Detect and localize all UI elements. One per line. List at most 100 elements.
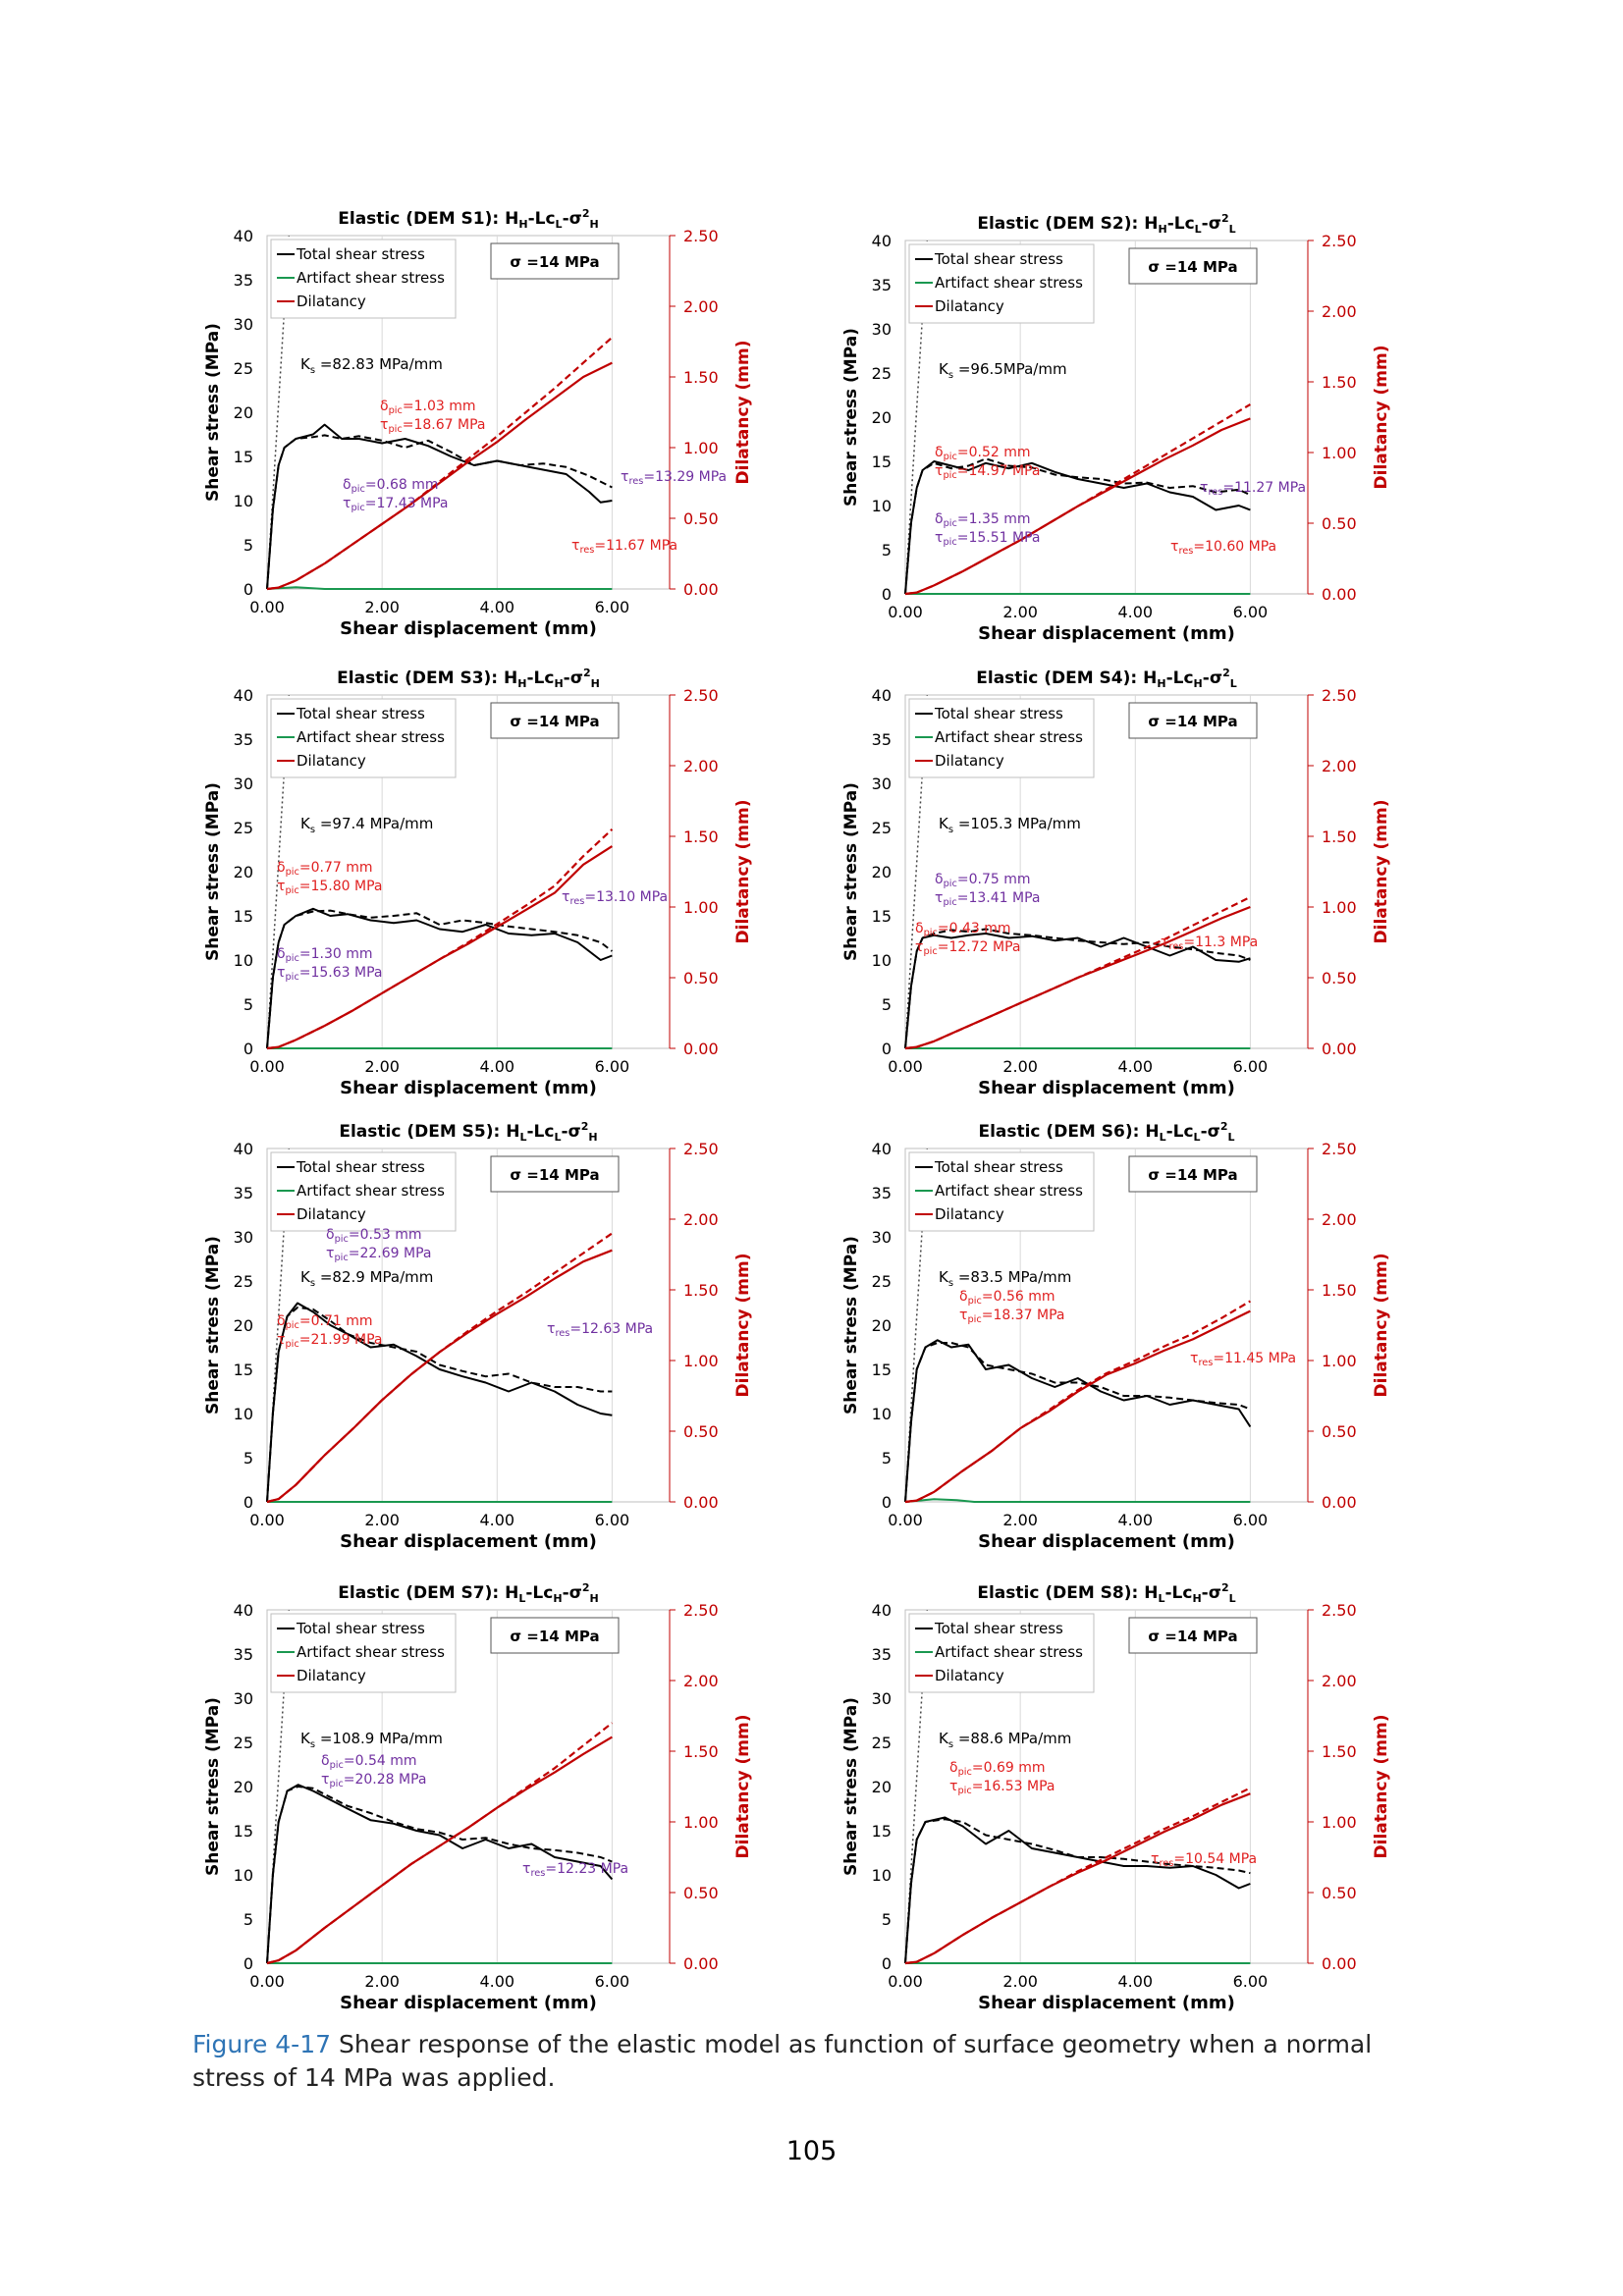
- y2-axis-label: Dilatancy (mm): [733, 1715, 753, 1859]
- svg-text:δpic=1.30 mm: δpic=1.30 mm: [277, 946, 373, 964]
- x-tick-label: 2.00: [364, 598, 400, 616]
- series-line-total-shear-stress: [266, 423, 613, 590]
- chart-S2: Elastic (DEM S2): HH-LcL-σ2L 0 5 10 15 20 25 30…: [825, 201, 1414, 653]
- y2-tick-label: 1.50: [683, 1742, 719, 1761]
- y2-tick-label: 0.50: [1322, 969, 1357, 988]
- legend-box: [270, 698, 457, 778]
- y2-tick-label: 1.50: [683, 368, 719, 387]
- normal-stress-label: σ =14 MPa: [510, 1166, 599, 1184]
- y2-tick-label: 2.00: [683, 1210, 719, 1229]
- ks-label: Ks =105.3 MPa/mm: [939, 815, 1081, 835]
- legend: Total shear stress Artifact shear stress D…: [270, 1613, 457, 1693]
- peak-annotation: τres=13.29 MPa: [621, 469, 727, 487]
- svg-text:δpic=0.68 mm: δpic=0.68 mm: [343, 477, 439, 495]
- svg-text:τpic=15.80 MPa: τpic=15.80 MPa: [277, 879, 383, 896]
- legend: Total shear stress Artifact shear stress D…: [270, 1151, 457, 1232]
- normal-stress-label: σ =14 MPa: [1148, 1628, 1237, 1645]
- x-axis-label: Shear displacement (mm): [978, 623, 1235, 644]
- y2-axis-label: Dilatancy (mm): [1372, 1715, 1391, 1859]
- y2-tick-label: 0.50: [683, 1884, 719, 1902]
- y2-tick-label: 2.50: [1322, 1601, 1357, 1620]
- x-tick-label: 6.00: [595, 1511, 630, 1529]
- chart-svg-S5: Elastic (DEM S5): HL-LcL-σ2H 0 5 10 15 20 25 30…: [203, 1120, 753, 1552]
- y2-tick-label: 1.00: [1322, 444, 1357, 462]
- y2-tick-label: 0.00: [683, 1040, 719, 1058]
- y2-tick-label: 0.50: [1322, 1884, 1357, 1902]
- y2-tick-label: 0.50: [683, 1422, 719, 1441]
- y-axis-label: Shear stress (MPa): [203, 1236, 223, 1415]
- peak-annotation: τres=10.54 MPa: [1151, 1851, 1257, 1869]
- x-tick-label: 4.00: [479, 1057, 514, 1076]
- peak-annotation: τres=11.3 MPa: [1161, 934, 1258, 952]
- svg-text:τres=12.23 MPa: τres=12.23 MPa: [522, 1861, 628, 1879]
- svg-text:τpic=20.28 MPa: τpic=20.28 MPa: [321, 1772, 427, 1789]
- normal-stress-box: [1128, 1155, 1258, 1193]
- y-tick-label: 35: [234, 730, 253, 749]
- legend-entry: Dilatancy: [935, 1205, 1004, 1223]
- y-tick-label: 35: [872, 1184, 892, 1202]
- svg-text:τres=11.45 MPa: τres=11.45 MPa: [1190, 1351, 1296, 1368]
- series-line-dilatancy-dashed: [904, 403, 1251, 596]
- svg-text:τres=13.10 MPa: τres=13.10 MPa: [562, 889, 668, 907]
- svg-text:τpic=22.69 MPa: τpic=22.69 MPa: [326, 1246, 432, 1263]
- y-tick-label: 25: [872, 1272, 892, 1291]
- legend-box: [908, 698, 1095, 778]
- ks-label: Ks =97.4 MPa/mm: [300, 815, 433, 835]
- ks-label: Ks =82.83 MPa/mm: [300, 355, 443, 376]
- svg-text:τpic=15.63 MPa: τpic=15.63 MPa: [277, 965, 383, 983]
- y-tick-label: 5: [243, 1449, 253, 1468]
- y-axis-label: Shear stress (MPa): [203, 323, 223, 502]
- x-tick-label: 2.00: [1002, 1057, 1038, 1076]
- legend-entry: Total shear stress: [296, 705, 425, 722]
- y-tick-label: 15: [234, 907, 253, 926]
- series-line-total-shear-stress-dashed: [266, 434, 613, 590]
- chart-S5: Elastic (DEM S5): HL-LcL-σ2H 0 5 10 15 20 25 30…: [187, 1109, 776, 1561]
- x-axis-label: Shear displacement (mm): [978, 1993, 1235, 2013]
- chart-S8: Elastic (DEM S8): HL-LcH-σ2L 0 5 10 15 20 25 30…: [825, 1571, 1414, 2022]
- chart-S6: Elastic (DEM S6): HL-LcL-σ2L 0 5 10 15 20 25 30…: [825, 1109, 1414, 1561]
- y-tick-label: 5: [882, 1910, 892, 1929]
- y-tick-label: 10: [872, 1866, 892, 1885]
- x-tick-label: 2.00: [364, 1511, 400, 1529]
- y-tick-label: 0: [243, 1954, 253, 1973]
- legend-entry: Total shear stress: [296, 1158, 425, 1176]
- peak-annotation: τres=12.23 MPa: [522, 1861, 628, 1879]
- normal-stress-box: [490, 1617, 620, 1654]
- chart-S3: Elastic (DEM S3): HH-LcH-σ2H 0 5 10 15 20 25 30…: [187, 656, 776, 1107]
- svg-text:τres=13.29 MPa: τres=13.29 MPa: [621, 469, 727, 487]
- series-line-artifact-shear-stress: [266, 586, 613, 590]
- y-tick-label: 25: [872, 1734, 892, 1752]
- x-tick-label: 4.00: [479, 1972, 514, 1991]
- page-number: 105: [785, 2136, 838, 2166]
- y-tick-label: 40: [234, 686, 253, 705]
- chart-title: Elastic (DEM S2): HH-LcL-σ2L: [977, 212, 1235, 236]
- legend-entry: Artifact shear stress: [935, 1182, 1083, 1200]
- chart-title: Elastic (DEM S7): HL-LcH-σ2H: [338, 1581, 598, 1605]
- y-tick-label: 0: [882, 585, 892, 604]
- normal-stress-box: [1128, 1617, 1258, 1654]
- y-tick-label: 15: [872, 1361, 892, 1379]
- y-tick-label: 5: [243, 995, 253, 1014]
- legend-box: [908, 243, 1095, 324]
- y2-tick-label: 0.00: [683, 1954, 719, 1973]
- legend-entry: Artifact shear stress: [297, 1643, 445, 1661]
- y-tick-label: 25: [872, 364, 892, 383]
- y2-axis-label: Dilatancy (mm): [1372, 346, 1391, 490]
- y-tick-label: 30: [234, 1228, 253, 1247]
- chart-S4: Elastic (DEM S4): HH-LcH-σ2L 0 5 10 15 20 25 30…: [825, 656, 1414, 1107]
- chart-svg-S7: Elastic (DEM S7): HL-LcH-σ2H 0 5 10 15 20 25 30…: [203, 1581, 753, 2013]
- series-line-total-shear-stress-dashed: [266, 909, 614, 1049]
- y2-axis-label: Dilatancy (mm): [1372, 1254, 1391, 1398]
- y-tick-label: 10: [234, 1866, 253, 1885]
- y-tick-label: 10: [872, 1405, 892, 1423]
- figure-caption: Figure 4-17 Shear response of the elasti…: [192, 2028, 1449, 2095]
- peak-annotation: τres=12.63 MPa: [547, 1321, 653, 1339]
- svg-text:δpic=0.53 mm: δpic=0.53 mm: [326, 1227, 422, 1245]
- y-tick-label: 15: [872, 1822, 892, 1841]
- svg-text:δpic=0.69 mm: δpic=0.69 mm: [949, 1760, 1046, 1778]
